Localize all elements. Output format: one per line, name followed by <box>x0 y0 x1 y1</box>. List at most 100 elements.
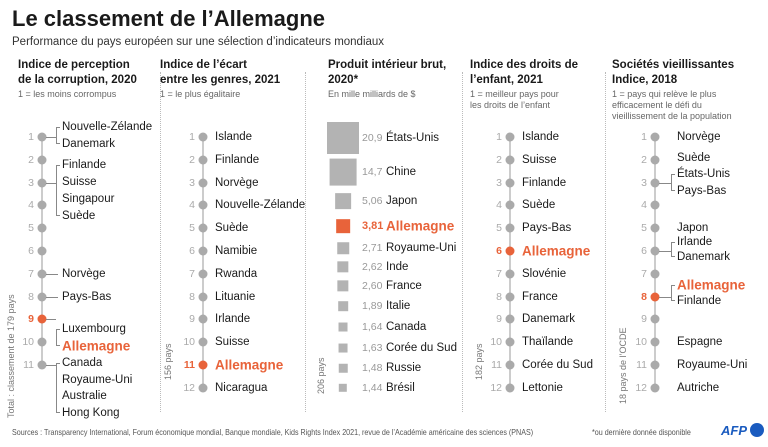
rank-number: 1 <box>189 131 195 143</box>
rank-number: 10 <box>22 336 34 349</box>
country-name: Japon <box>677 222 709 235</box>
column-separator <box>605 72 606 412</box>
country-name: Slovénie <box>522 267 567 280</box>
country-name: Suisse <box>522 153 557 166</box>
rank-number: 1 <box>28 131 34 143</box>
footnote: *ou dernière donnée disponible <box>592 427 691 437</box>
rank-dot <box>505 360 515 370</box>
country-name: Finlande <box>522 176 567 189</box>
country-name: Irlande <box>215 313 251 326</box>
rank-number: 12 <box>635 381 647 394</box>
rank-number: 12 <box>490 381 502 394</box>
rank-number: 10 <box>635 336 647 349</box>
rank-number: 10 <box>490 336 502 349</box>
country-name: Finlande <box>677 295 722 307</box>
country-name: Australie <box>62 390 107 402</box>
gdp-value: 1,48 <box>362 362 383 374</box>
sources: Sources : Transparency International, Fo… <box>12 427 534 437</box>
country-name: Singapour <box>62 193 115 205</box>
rank-dot <box>650 223 660 233</box>
country-name: Corée du Sud <box>522 359 593 371</box>
rank-number: 9 <box>496 313 502 326</box>
gdp-value: 1,44 <box>362 382 383 394</box>
country-name: Lituanie <box>215 290 256 303</box>
gdp-square <box>337 280 349 292</box>
column-title: Indice des droits de <box>470 59 578 71</box>
rank-number: 5 <box>28 222 34 235</box>
gdp-square <box>327 122 359 154</box>
bracket-connector <box>46 137 56 138</box>
column-subtitle: 1 = pays qui relève le plus <box>612 89 717 99</box>
column-subtitle: En mille milliards de $ <box>328 89 416 99</box>
column-title: Sociétés vieillissantes <box>612 59 735 71</box>
rank-number: 2 <box>189 153 195 166</box>
column-subtitle: 1 = les moins corrompus <box>18 89 117 99</box>
afp-logo-dot <box>750 423 764 437</box>
gdp-square <box>338 322 348 332</box>
country-name: Irlande <box>677 236 713 248</box>
country-name: Danemark <box>62 138 116 150</box>
bracket-connector <box>659 251 671 252</box>
country-name: Suède <box>62 210 96 222</box>
rank-number: 3 <box>641 176 647 189</box>
country-name: Lettonie <box>522 381 563 394</box>
rank-number: 2 <box>28 153 34 166</box>
country-name: Royaume-Uni <box>386 242 457 254</box>
rank-dot <box>650 383 660 393</box>
country-name: Japon <box>386 195 418 207</box>
country-name: Russie <box>386 362 422 374</box>
rank-number: 1 <box>641 131 647 143</box>
country-name: Italie <box>386 300 411 312</box>
rank-dot <box>650 292 660 302</box>
rank-number: 9 <box>28 313 34 326</box>
total-countries-label: 206 pays <box>316 357 326 394</box>
rank-number: 12 <box>183 381 195 394</box>
bracket-connector <box>659 296 671 298</box>
country-name: Royaume-Uni <box>62 374 133 386</box>
country-name: Islande <box>215 131 253 143</box>
rank-dot <box>37 132 47 142</box>
country-name: Hong Kong <box>62 407 120 419</box>
bracket <box>671 242 675 257</box>
column-subtitle: 1 = le plus égalitaire <box>160 89 241 99</box>
country-name: Allemagne <box>62 338 131 354</box>
rank-dot <box>37 314 47 324</box>
gdp-value: 2,71 <box>362 242 383 254</box>
rank-number: 6 <box>189 245 195 257</box>
gdp-square <box>337 261 349 273</box>
country-name: Royaume-Uni <box>677 359 748 371</box>
country-name: Danemark <box>522 313 576 326</box>
rank-number: 11 <box>636 359 647 371</box>
rank-number: 7 <box>189 267 195 280</box>
rank-dot <box>198 246 208 256</box>
bracket-connector <box>46 319 56 321</box>
rank-number: 3 <box>496 176 502 189</box>
rank-number: 11 <box>491 359 502 371</box>
country-name: Norvège <box>215 176 259 189</box>
rank-number: 4 <box>496 199 502 212</box>
total-countries-label: 182 pays <box>474 343 484 380</box>
rank-number: 8 <box>496 290 502 303</box>
rank-dot <box>198 200 208 210</box>
gdp-square <box>337 242 349 254</box>
rank-dot <box>198 314 208 324</box>
rank-number: 4 <box>641 199 647 212</box>
afp-logo: AFP <box>721 423 747 438</box>
bracket-connector <box>46 182 56 184</box>
country-name: Suède <box>215 222 249 235</box>
rank-dot <box>505 314 515 324</box>
column-title: Indice, 2018 <box>612 74 678 86</box>
country-name: Suède <box>677 152 711 164</box>
country-name: Nouvelle-Zélande <box>62 121 153 133</box>
rank-dot <box>650 269 660 279</box>
rank-number: 5 <box>496 222 502 235</box>
rank-number: 6 <box>496 245 502 257</box>
country-name: Brésil <box>386 382 415 394</box>
column-separator <box>305 72 306 412</box>
rank-number: 8 <box>189 290 195 303</box>
rank-dot <box>505 132 515 142</box>
country-name: Islande <box>522 131 560 143</box>
rank-number: 11 <box>23 359 34 371</box>
country-name: Thaïlande <box>522 336 574 349</box>
country-name: Pays-Bas <box>522 222 572 235</box>
